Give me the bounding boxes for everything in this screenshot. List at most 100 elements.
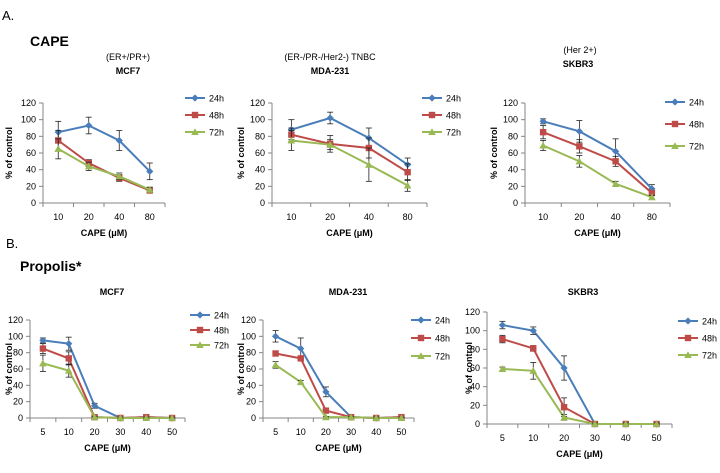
y-axis-title: % of control [4,127,14,179]
group-a-title: CAPE [30,33,69,49]
data-point-72h [575,157,584,165]
y-tick-label: 100 [21,115,36,125]
x-tick-label: 10 [64,427,74,437]
y-tick-label: 120 [8,315,23,325]
legend-label-72h: 72h [209,128,224,138]
data-point-24h [90,402,99,410]
x-tick-label: 80 [145,212,155,222]
legend-marker-24h [417,316,425,324]
legend-label-48h: 48h [702,334,717,344]
data-point-72h [591,420,599,428]
y-tick-label: 60 [470,363,480,373]
chart-2-title: MDA-231 [310,66,350,76]
group-b-title: Propolis* [20,258,82,274]
chart-3-subtitle: (Her 2+) [563,45,597,55]
legend-marker-24h [191,94,199,102]
y-tick-label: 20 [26,181,36,191]
data-point-48h [648,189,656,197]
legend-label-72h: 72h [446,128,461,138]
data-point-72h [560,413,568,421]
y-tick-label: 80 [255,131,265,141]
y-tick-label: 80 [508,131,518,141]
y-tick-label: 0 [31,198,36,208]
data-point-48h [530,345,537,352]
data-point-72h [322,413,330,421]
data-point-72h [347,413,355,421]
legend-label-72h: 72h [214,341,229,351]
x-tick-label: 80 [647,212,657,222]
data-point-24h [539,117,547,125]
data-point-48h [576,143,583,150]
x-tick-label: 20 [84,212,94,222]
data-point-24h [498,321,507,329]
legend-label-24h: 24h [209,94,224,104]
data-point-72h [116,414,125,422]
series-line-72h [42,362,173,419]
x-tick-label: 50 [167,427,177,437]
data-point-48h [297,355,304,362]
y-tick-label: 80 [26,131,36,141]
y-tick-label: 0 [251,413,256,423]
legend-label-24h: 24h [214,311,229,321]
section-a-label: A. [2,8,15,23]
series-line-72h [502,367,657,425]
data-point-72h [326,140,334,148]
chart-mda231-cape: 0 20 40 60 80 100 120 10 20 40 80 % of control CAPE … [236,94,461,239]
y-tick-label: 60 [246,364,256,374]
y-axis-title: % of control [4,343,14,395]
chart-1-subtitle: (ER+/PR+) [105,52,151,62]
data-point-72h [296,378,305,386]
y-tick-label: 40 [470,382,480,392]
data-point-72h [621,420,630,428]
data-point-72h [403,181,412,189]
y-tick-label: 60 [13,364,23,374]
data-point-72h [54,145,63,152]
x-axis-title: CAPE (μM) [84,443,131,453]
data-point-72h [397,414,406,422]
series-line-72h [291,139,409,187]
data-point-48h [322,407,330,414]
y-tick-label: 20 [13,397,23,407]
data-point-72h [115,172,124,180]
data-point-24h [326,114,334,122]
data-point-72h [498,365,507,372]
chart-1-title: MCF7 [115,66,141,76]
series-line-24h [542,120,653,190]
chart-skbr3-cape: 0 20 40 60 80 100 120 10 20 40 80 % of control CAPE … [489,98,704,239]
data-point-72h [145,185,154,193]
y-tick-label: 120 [503,98,518,108]
data-point-24h [560,364,568,372]
x-tick-label: 10 [53,212,63,222]
x-tick-label: 40 [611,212,621,222]
x-tick-label: 5 [273,427,278,437]
y-tick-label: 60 [255,148,265,158]
x-tick-label: 40 [364,212,374,222]
y-tick-label: 100 [241,331,256,341]
data-point-72h [168,414,176,422]
legend-marker-72h [671,142,679,150]
legend-label-24h: 24h [689,98,704,108]
legend-label-48h: 48h [446,111,461,121]
x-tick-label: 10 [528,433,538,443]
y-tick-label: 80 [13,348,23,358]
legend-label-72h: 72h [702,351,717,361]
data-point-72h [611,180,620,187]
y-tick-label: 80 [470,344,480,354]
legend-marker-72h [191,128,199,136]
y-tick-label: 40 [246,380,256,390]
legend-marker-24h [671,98,679,106]
y-tick-label: 100 [503,115,518,125]
y-axis-title: % of control [464,342,474,394]
series-line-48h [542,131,653,194]
x-tick-label: 20 [574,212,584,222]
section-b-label: B. [6,236,19,251]
y-axis-title: % of control [236,343,246,395]
x-axis-title: CAPE (μM) [81,228,128,238]
data-point-72h [287,136,296,144]
data-point-48h [404,168,411,176]
y-tick-label: 20 [246,397,256,407]
x-tick-label: 5 [500,433,505,443]
chart-mcf7-cape: 0 20 40 60 80 100 120 10 20 40 80 % of control CAPE … [4,94,224,239]
x-tick-label: 20 [90,427,100,437]
x-tick-label: 20 [321,427,331,437]
